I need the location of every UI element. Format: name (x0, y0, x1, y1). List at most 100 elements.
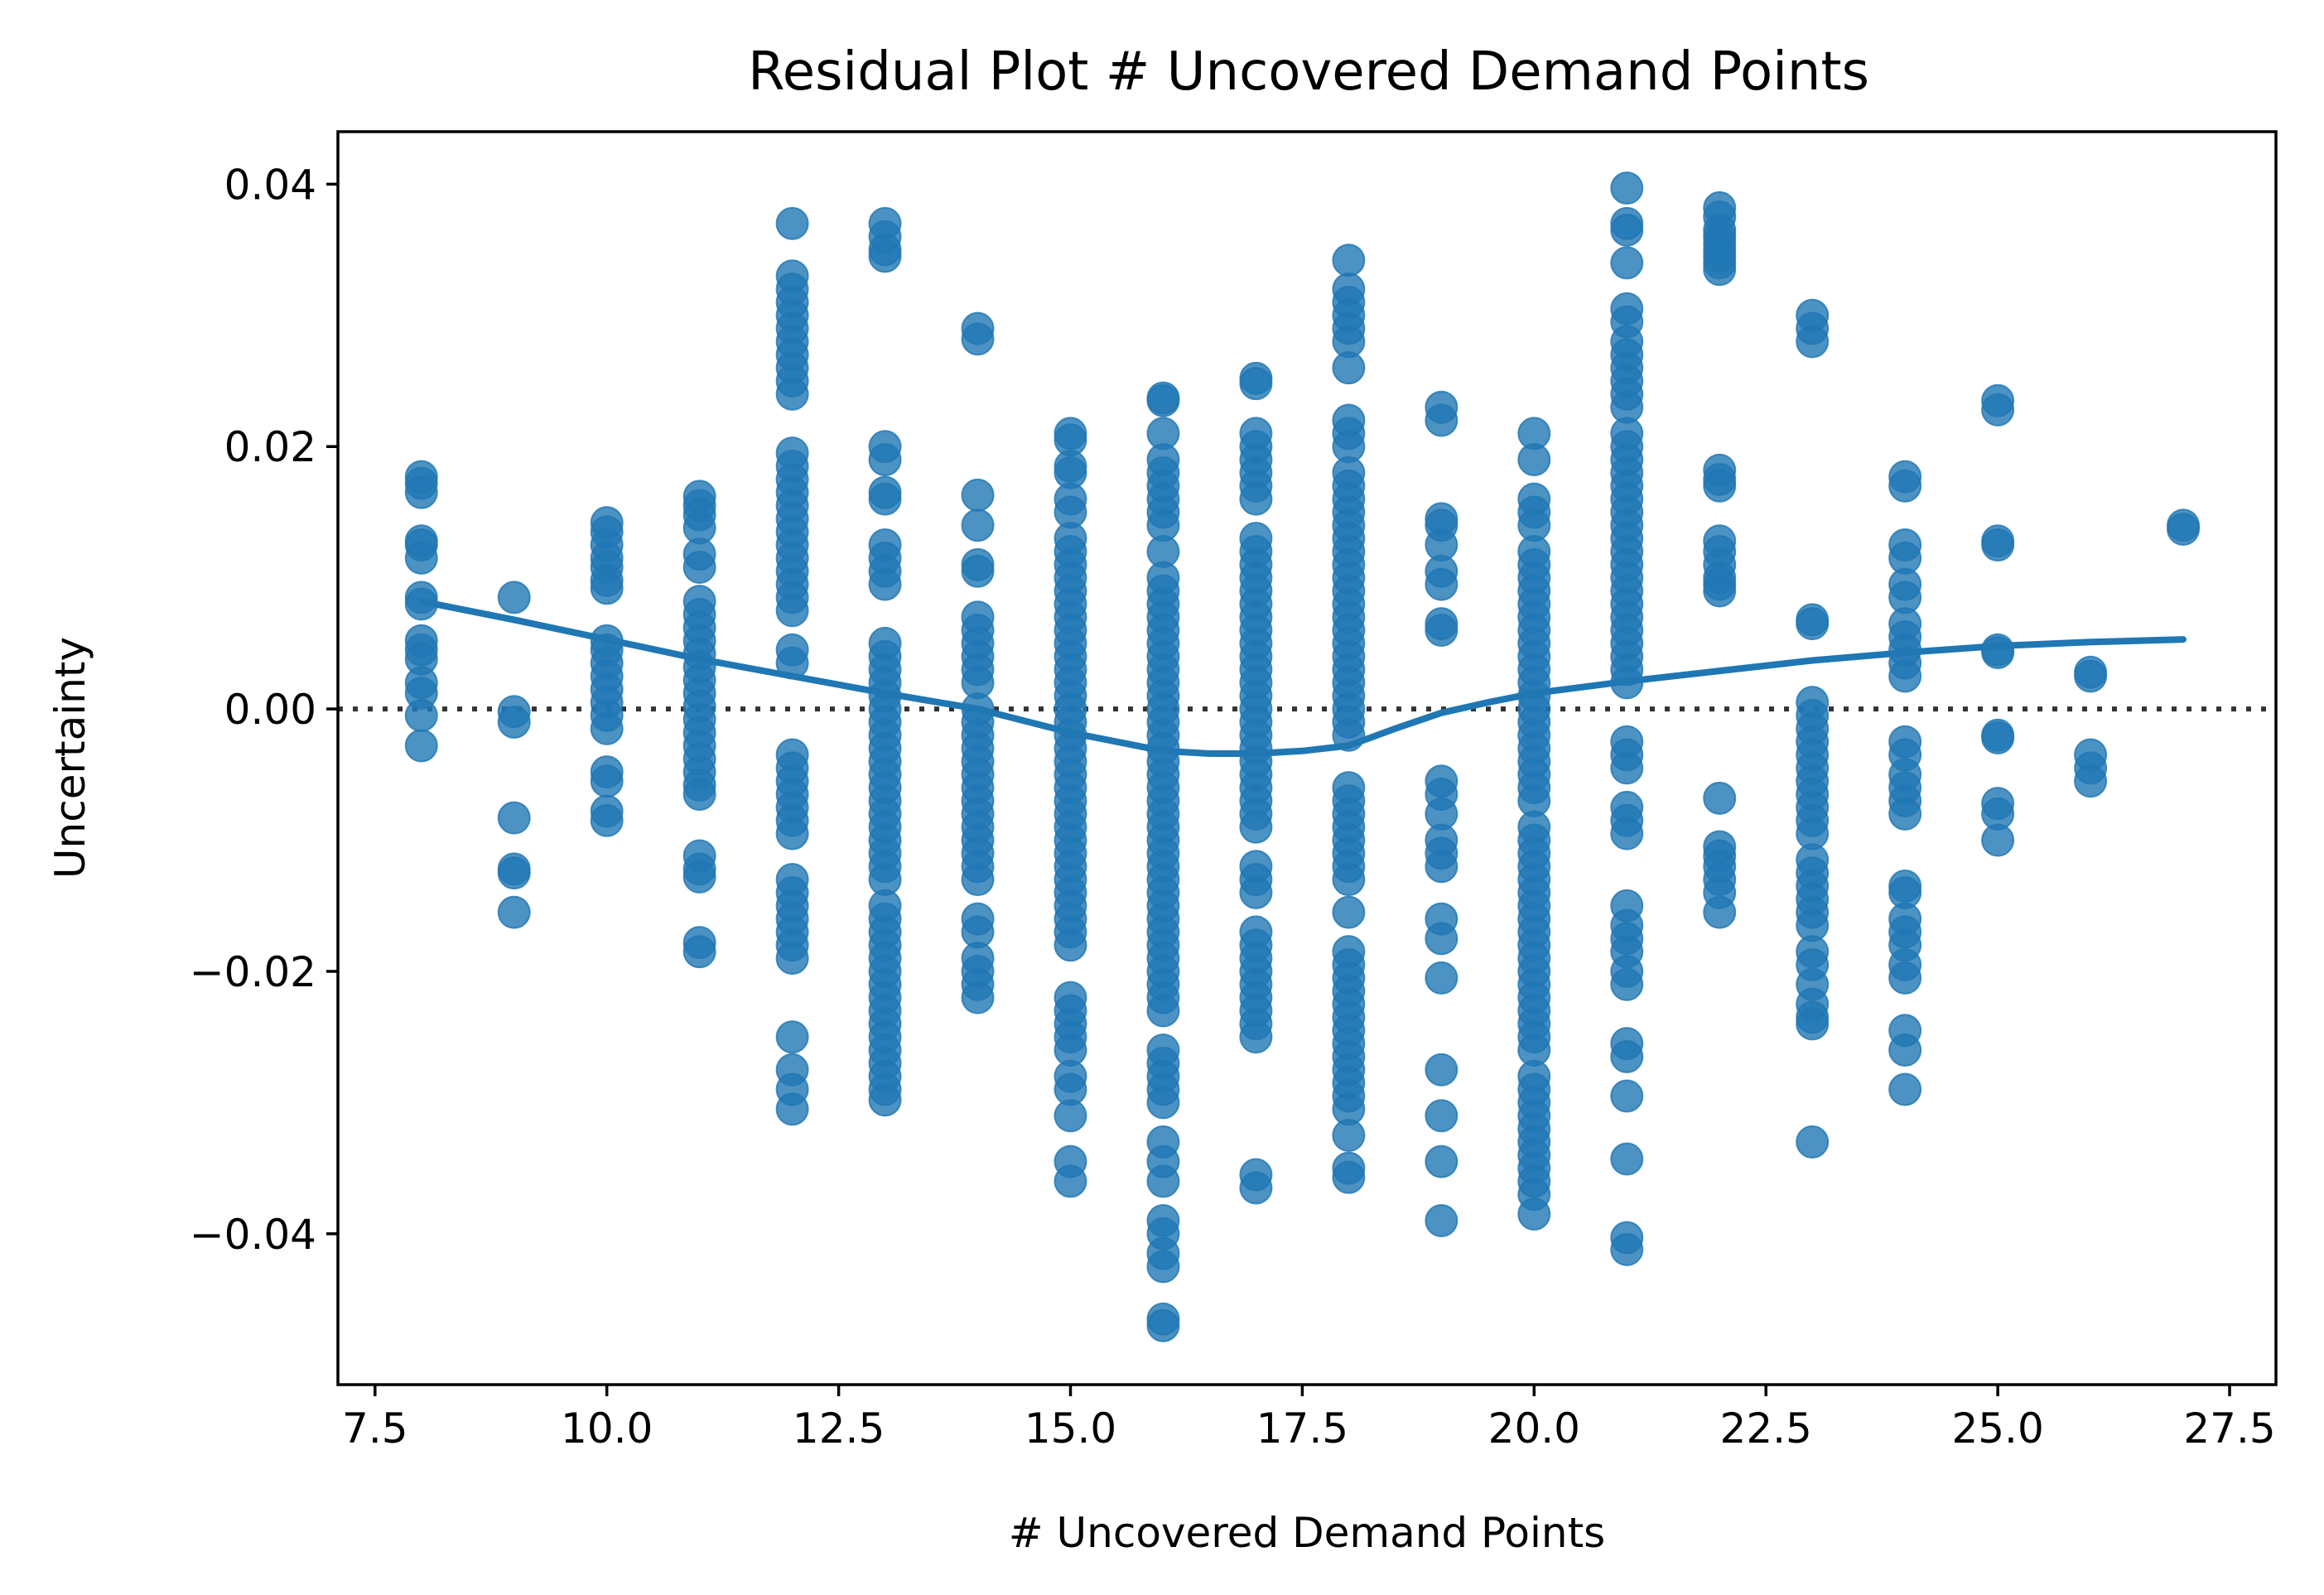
data-point (1703, 574, 1737, 608)
data-point (1610, 213, 1644, 247)
data-point (1981, 528, 2015, 562)
data-point (1332, 243, 1366, 277)
x-axis: 7.5 10.0 12.5 15.0 17.5 20.0 22.5 25.0 27.5 (342, 1385, 2276, 1453)
data-point (1054, 1099, 1087, 1133)
data-point (590, 711, 624, 745)
data-point (1888, 469, 1922, 503)
data-point (1425, 1144, 1459, 1178)
plot-area (338, 171, 2276, 1342)
data-point (868, 1083, 902, 1117)
data-point (961, 863, 995, 897)
data-point (2074, 764, 2108, 798)
data-point (1703, 253, 1737, 287)
y-tick-label: 0.00 (224, 686, 316, 734)
data-point (1332, 895, 1366, 929)
data-point (404, 729, 438, 763)
data-point (2167, 513, 2201, 547)
data-point (775, 377, 809, 411)
y-tick-label: −0.04 (190, 1211, 316, 1259)
data-point (1517, 1197, 1551, 1231)
data-point (497, 895, 531, 929)
data-point (775, 206, 809, 240)
data-point (1703, 895, 1737, 929)
data-point (1796, 1125, 1830, 1159)
data-point (1332, 863, 1366, 897)
data-point (961, 508, 995, 542)
data-point (1146, 1308, 1180, 1342)
data-point (1146, 1250, 1180, 1284)
data-point (1888, 1034, 1922, 1067)
data-point (590, 803, 624, 837)
data-point (1610, 1079, 1644, 1113)
y-tick-label: 0.04 (224, 161, 316, 209)
data-point (1425, 403, 1459, 437)
data-point (1239, 482, 1273, 516)
data-point (1239, 810, 1273, 844)
data-point (1610, 967, 1644, 1001)
data-point (590, 764, 624, 798)
data-point (1981, 635, 2015, 669)
x-tick-label: 12.5 (793, 1405, 885, 1453)
x-tick-label: 25.0 (1951, 1405, 2043, 1453)
data-point (1610, 751, 1644, 785)
data-point (775, 1092, 809, 1126)
data-point (497, 801, 531, 835)
data-point (404, 541, 438, 575)
data-point (1888, 659, 1922, 693)
data-point (1425, 1053, 1459, 1087)
x-tick-label: 22.5 (1720, 1405, 1812, 1453)
data-point (1888, 1072, 1922, 1106)
x-tick-label: 7.5 (342, 1405, 408, 1453)
x-tick-label: 10.0 (561, 1405, 653, 1453)
data-point (682, 550, 716, 584)
data-point (868, 443, 902, 477)
data-point (1796, 607, 1830, 641)
data-point (1610, 171, 1644, 205)
data-point (1425, 922, 1459, 956)
data-point (868, 239, 902, 273)
data-point (1425, 850, 1459, 884)
data-point (682, 935, 716, 969)
data-point (497, 581, 531, 614)
data-point (1239, 367, 1273, 401)
data-point (1332, 1160, 1366, 1194)
data-point (1610, 246, 1644, 280)
data-point (775, 594, 809, 628)
data-point (868, 482, 902, 516)
data-point (1703, 469, 1737, 503)
data-point (1239, 1020, 1273, 1054)
data-point (961, 554, 995, 588)
lowess-curve (417, 598, 2187, 757)
x-tick-label: 15.0 (1025, 1405, 1116, 1453)
data-point (1239, 875, 1273, 909)
data-point (590, 571, 624, 605)
y-axis-label: Uncertainty (46, 637, 94, 879)
data-point (1425, 614, 1459, 648)
data-point (1703, 781, 1737, 815)
x-tick-label: 27.5 (2183, 1405, 2275, 1453)
data-point (1332, 1118, 1366, 1152)
data-point (1610, 817, 1644, 851)
data-point (1146, 1164, 1180, 1198)
data-point (682, 860, 716, 894)
data-point (1981, 823, 2015, 857)
data-point (2074, 659, 2108, 693)
data-point (1610, 1039, 1644, 1073)
data-point (1981, 720, 2015, 754)
data-point (961, 322, 995, 356)
data-point (682, 778, 716, 812)
data-point (1610, 1232, 1644, 1266)
data-point (1888, 961, 1922, 995)
data-point (868, 567, 902, 601)
chart-title: Residual Plot # Uncovered Demand Points (748, 41, 1869, 103)
data-point (497, 856, 531, 890)
data-point (1054, 1164, 1087, 1198)
data-point (1425, 1099, 1459, 1133)
data-point (497, 705, 531, 739)
data-point (961, 478, 995, 512)
x-axis-label: # Uncovered Demand Points (1009, 1509, 1605, 1557)
data-point (1146, 1086, 1180, 1120)
data-point (1239, 1171, 1273, 1205)
y-tick-label: 0.02 (224, 423, 316, 471)
